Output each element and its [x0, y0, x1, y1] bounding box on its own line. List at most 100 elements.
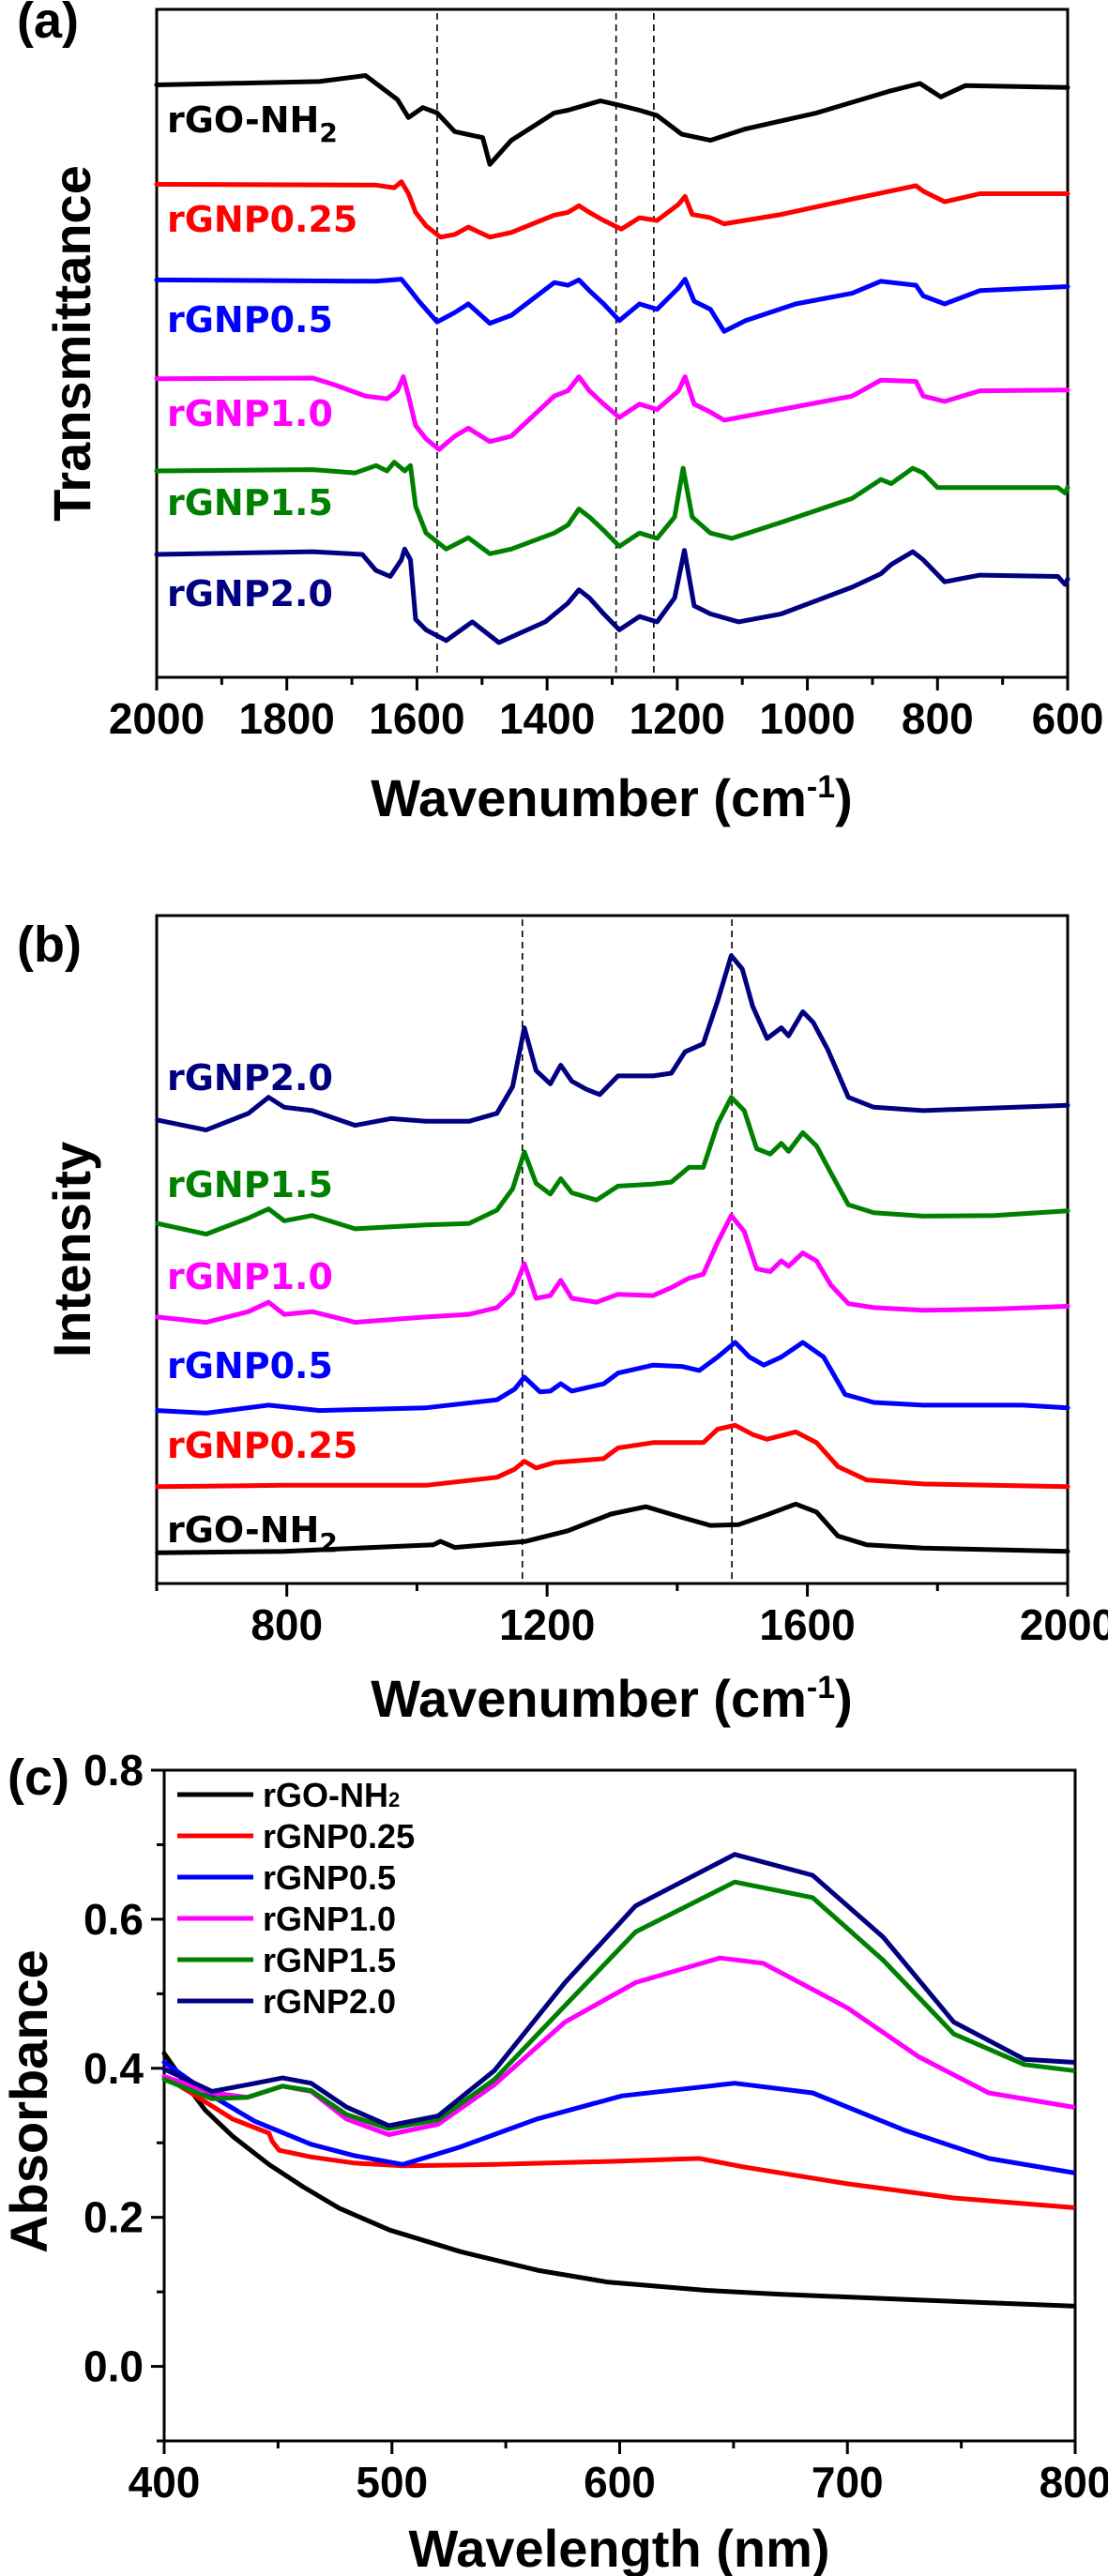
x-tick-label: 1400 — [499, 694, 595, 743]
series-label: rGNP2.0 — [167, 1057, 333, 1099]
panel-a-x-ticks: 2000 1800 1600 1400 1200 1000 800 600 — [109, 677, 1104, 743]
series-label-main: rGNP1.0 — [167, 393, 333, 434]
x-title-close: ) — [835, 1669, 853, 1728]
legend-entry: rGO-NH2 — [263, 1776, 400, 1814]
series-label-main: rGNP2.0 — [167, 573, 333, 614]
x-tick-label: 800 — [1040, 2458, 1108, 2507]
x-tick-label: 800 — [250, 1600, 323, 1649]
series-line-rgnp1-5 — [154, 460, 1070, 556]
series-label-main: rGNP0.25 — [167, 1425, 357, 1466]
series-line-rgo-nh2 — [154, 73, 1070, 167]
x-tick-label: 2000 — [1020, 1600, 1108, 1649]
panel-b-reference-lines — [521, 919, 733, 1582]
series-label: rGNP0.25 — [167, 199, 357, 240]
x-tick-label: 600 — [1032, 694, 1104, 743]
x-title-superscript: -1 — [807, 1670, 835, 1705]
x-tick-label: 700 — [812, 2458, 884, 2507]
panel-c-legend: rGO-NH2rGNP0.25rGNP0.5rGNP1.0rGNP1.5rGNP… — [177, 1776, 415, 2021]
legend-entry-main: rGNP0.25 — [263, 1817, 415, 1856]
y-tick-label: 0.4 — [83, 2044, 144, 2093]
y-tick-label: 0.6 — [83, 1895, 144, 1944]
x-title-close: ) — [835, 768, 853, 827]
legend-entry-main: rGNP1.5 — [263, 1941, 396, 1979]
panel-a-x-axis-title: Wavenumber (cm-1) — [371, 768, 853, 827]
series-label: rGO-NH2 — [167, 99, 338, 148]
legend-entry: rGNP2.0 — [263, 1982, 396, 2021]
series-label: rGNP1.5 — [167, 482, 333, 523]
series-line-rgnp2-0 — [155, 953, 1070, 1133]
x-tick-label: 1200 — [499, 1600, 595, 1649]
x-tick-label: 1200 — [630, 694, 725, 743]
series-label: rGNP2.0 — [167, 573, 333, 614]
x-tick-label: 600 — [584, 2458, 656, 2507]
panel-a-label: (a) — [17, 0, 79, 49]
x-tick-label: 1600 — [759, 1600, 855, 1649]
legend-entry: rGNP0.5 — [263, 1858, 396, 1897]
series-line-rgnp1-0 — [155, 1213, 1070, 1326]
y-tick-label: 0.2 — [83, 2193, 144, 2242]
series-label-main: rGNP1.0 — [167, 1256, 333, 1297]
x-tick-label: 500 — [356, 2458, 428, 2507]
series-label-main: rGNP1.5 — [167, 482, 333, 523]
series-label-subscript: 2 — [319, 1527, 337, 1558]
panel-b-traces — [155, 953, 1070, 1555]
legend-entry-subscript: 2 — [388, 1788, 400, 1811]
x-tick-label: 1600 — [369, 694, 464, 743]
series-label: rGNP1.0 — [167, 393, 333, 434]
series-label: rGNP0.5 — [167, 1345, 333, 1386]
legend-entry-main: rGNP0.5 — [263, 1858, 396, 1897]
y-tick-label: 0.0 — [83, 2342, 144, 2391]
series-line-rgnp0-5 — [155, 1340, 1070, 1416]
series-label-main: rGNP2.0 — [167, 1057, 333, 1099]
series-line-rgo-nh2 — [155, 1501, 1070, 1555]
series-label-main: rGNP0.5 — [167, 1345, 333, 1386]
x-tick-label: 2000 — [109, 694, 205, 743]
y-tick-label: 0.8 — [83, 1746, 144, 1795]
panel-b-series-labels: rGNP2.0 rGNP1.5 rGNP1.0 rGNP0.5 rGNP0.25 rGO-… — [167, 1057, 357, 1558]
panel-b-x-ticks: 800 1200 1600 2000 — [155, 1583, 1108, 1649]
legend-entry-main: rGNP2.0 — [263, 1982, 396, 2021]
series-line-rgnp1-5 — [161, 1879, 1076, 2131]
series-line-rgnp0-5 — [161, 2059, 1076, 2175]
series-label: rGNP1.5 — [167, 1164, 333, 1205]
panel-c-traces — [161, 1852, 1076, 2309]
x-tick-label: 800 — [902, 694, 974, 743]
series-label-main: rGNP0.25 — [167, 199, 357, 240]
panel-c-uvvis: (c) 400 500 600 700 800 0.0 0.2 0.4 0.6 0.8 rGO-N… — [0, 1746, 1108, 2576]
panel-a-reference-lines — [436, 13, 655, 675]
panel-a-traces — [154, 73, 1070, 645]
series-line-rgnp1-0 — [154, 374, 1070, 452]
series-label: rGNP0.25 — [167, 1425, 357, 1466]
panel-a-series-labels: rGO-NH2 rGNP0.25 rGNP0.5 rGNP1.0 rGNP1.5 rGNP… — [167, 99, 357, 614]
panel-c-y-axis-title: Absorbance — [0, 1949, 58, 2253]
panel-b-y-axis-title: Intensity — [42, 1142, 101, 1357]
x-tick-label: 1000 — [759, 694, 855, 743]
panel-a-y-axis-title: Transmittance — [42, 165, 101, 522]
x-title-main: Wavenumber (cm — [371, 1669, 807, 1728]
panel-a-ftir: (a) 2000 1800 1600 1400 1200 1000 800 600 rGO-N… — [17, 0, 1103, 827]
panel-c-x-axis-title: Wavelength (nm) — [408, 2519, 829, 2576]
panel-c-label: (c) — [8, 1750, 69, 1806]
series-line-rgnp0-25 — [154, 179, 1070, 240]
panel-b-label: (b) — [17, 917, 82, 973]
panel-b-frame — [155, 914, 1070, 1585]
x-tick-label: 400 — [129, 2458, 201, 2507]
series-label: rGO-NH2 — [167, 1509, 338, 1558]
series-line-rgnp0-5 — [154, 277, 1070, 334]
series-label-main: rGNP0.5 — [167, 299, 333, 341]
series-label: rGNP1.0 — [167, 1256, 333, 1297]
series-line-rgnp0-25 — [161, 2074, 1076, 2210]
legend-entry: rGNP1.0 — [263, 1900, 396, 1938]
x-title-superscript: -1 — [807, 769, 835, 805]
legend-entry-main: rGNP1.0 — [263, 1900, 396, 1938]
series-label: rGNP0.5 — [167, 299, 333, 341]
series-label-subscript: 2 — [319, 117, 337, 148]
x-tick-label: 1800 — [239, 694, 335, 743]
legend-entry: rGNP1.5 — [263, 1941, 396, 1979]
series-line-rgnp0-25 — [155, 1422, 1070, 1490]
legend-entry: rGNP0.25 — [263, 1817, 415, 1856]
series-line-rgnp2-0 — [154, 546, 1070, 645]
panel-b-raman: (b) 800 1200 1600 2000 rGNP2.0 rGNP1.5 rGNP1.… — [17, 914, 1108, 1728]
series-line-rgo-nh2 — [161, 2051, 1076, 2309]
